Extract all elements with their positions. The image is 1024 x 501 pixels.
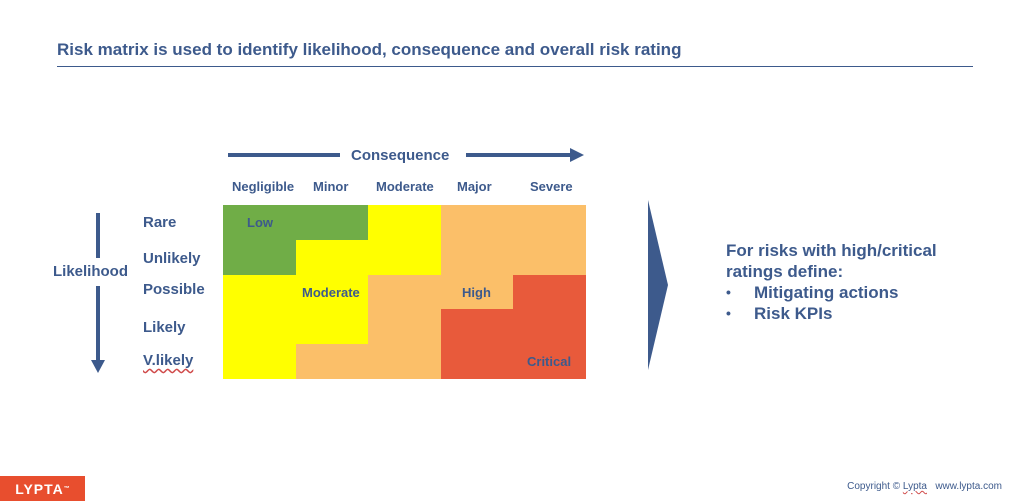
matrix-cell-low	[295, 205, 369, 241]
matrix-cell-low	[223, 205, 297, 241]
row-label-likely: Likely	[143, 319, 186, 336]
side-text: For risks with high/critical ratings def…	[726, 240, 937, 324]
level-label-moderate: Moderate	[302, 285, 360, 300]
title-divider	[57, 66, 973, 67]
matrix-cell-moderate	[223, 344, 297, 380]
side-heading-line2: ratings define:	[726, 262, 844, 281]
side-heading-line1: For risks with high/critical	[726, 241, 937, 260]
matrix-cell-high	[440, 239, 514, 276]
matrix-cell-high	[440, 274, 514, 310]
copyright-brand: Lypta	[902, 481, 927, 492]
level-label-low: Low	[247, 215, 273, 230]
likelihood-title: Likelihood	[53, 263, 128, 280]
website-link[interactable]: www.lypta.com	[935, 481, 1002, 492]
matrix-cell-high	[513, 239, 587, 276]
matrix-cell-moderate	[223, 309, 297, 345]
matrix-cell-high	[368, 309, 442, 345]
col-label-minor: Minor	[313, 179, 349, 194]
row-label-rare: Rare	[143, 214, 177, 231]
lypta-logo: LYPTA ™	[0, 476, 85, 501]
risk-matrix	[223, 205, 587, 380]
matrix-cell-moderate	[295, 309, 369, 345]
logo-text: LYPTA	[15, 480, 64, 497]
level-label-critical: Critical	[527, 354, 572, 369]
matrix-cell-moderate	[295, 239, 369, 276]
chevron-right-icon	[648, 200, 668, 370]
matrix-cell-high	[295, 344, 369, 380]
col-label-major: Major	[457, 179, 492, 194]
bullet-item: Risk KPIs	[726, 303, 937, 324]
logo-trademark: ™	[63, 485, 70, 492]
matrix-cell-critical	[513, 274, 587, 310]
consequence-title: Consequence	[351, 147, 450, 164]
matrix-cell-critical	[440, 344, 514, 380]
matrix-cell-high	[368, 274, 442, 310]
page-title: Risk matrix is used to identify likeliho…	[57, 40, 682, 59]
col-label-negligible: Negligible	[232, 179, 295, 194]
matrix-cell-moderate	[295, 274, 369, 310]
matrix-cell-moderate	[223, 274, 297, 310]
matrix-cell-moderate	[368, 239, 442, 276]
matrix-cell-moderate	[368, 205, 442, 241]
arrow-right-icon	[228, 148, 584, 162]
action-bullets: Mitigating actions Risk KPIs	[726, 282, 937, 324]
level-label-high: High	[462, 285, 491, 300]
matrix-cell-low	[223, 239, 297, 276]
row-label-vlikely: V.likely	[143, 352, 194, 369]
col-label-severe: Severe	[530, 179, 573, 194]
matrix-cell-high	[440, 205, 514, 241]
row-label-unlikely: Unlikely	[143, 250, 201, 267]
arrow-down-icon	[91, 213, 105, 373]
bullet-item: Mitigating actions	[726, 282, 937, 303]
matrix-cell-critical	[513, 309, 587, 345]
matrix-cell-critical	[513, 344, 587, 380]
row-label-possible: Possible	[143, 281, 205, 298]
copyright-text: Copyright © Lypta www.lypta.com	[847, 481, 1002, 492]
matrix-cell-critical	[440, 309, 514, 345]
matrix-cell-high	[513, 205, 587, 241]
matrix-cell-high	[368, 344, 442, 380]
copyright-prefix: Copyright ©	[847, 481, 901, 492]
col-label-moderate: Moderate	[376, 179, 434, 194]
